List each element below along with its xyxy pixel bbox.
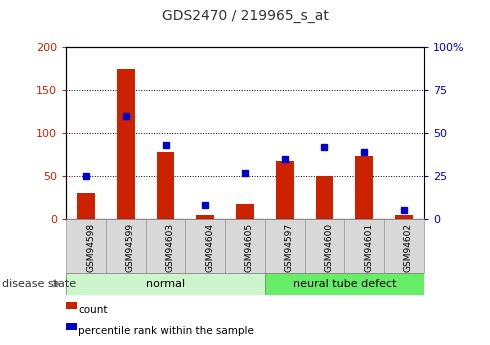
Bar	[276, 161, 294, 219]
Bar	[117, 69, 135, 219]
Text: count: count	[78, 305, 108, 315]
FancyBboxPatch shape	[265, 219, 305, 273]
FancyBboxPatch shape	[384, 219, 424, 273]
Bar	[196, 215, 214, 219]
FancyBboxPatch shape	[146, 219, 185, 273]
Text: disease state: disease state	[2, 279, 76, 289]
Text: GSM94603: GSM94603	[166, 223, 174, 273]
Text: GSM94598: GSM94598	[86, 223, 95, 273]
Text: GSM94600: GSM94600	[324, 223, 334, 273]
FancyBboxPatch shape	[185, 219, 225, 273]
FancyBboxPatch shape	[66, 219, 106, 273]
Text: GSM94604: GSM94604	[205, 223, 214, 272]
Bar	[66, 323, 77, 330]
Bar	[236, 204, 254, 219]
Bar	[77, 193, 95, 219]
Text: GSM94597: GSM94597	[285, 223, 294, 273]
Bar	[355, 156, 373, 219]
FancyBboxPatch shape	[265, 273, 424, 295]
Text: neural tube defect: neural tube defect	[293, 279, 396, 289]
Text: GSM94601: GSM94601	[364, 223, 373, 273]
Text: GSM94605: GSM94605	[245, 223, 254, 273]
FancyBboxPatch shape	[344, 219, 384, 273]
FancyBboxPatch shape	[66, 273, 265, 295]
Text: GDS2470 / 219965_s_at: GDS2470 / 219965_s_at	[162, 9, 328, 23]
FancyBboxPatch shape	[225, 219, 265, 273]
FancyBboxPatch shape	[305, 219, 344, 273]
Text: percentile rank within the sample: percentile rank within the sample	[78, 326, 254, 336]
FancyBboxPatch shape	[106, 219, 146, 273]
Bar	[316, 176, 333, 219]
Bar	[66, 302, 77, 309]
Bar	[395, 215, 413, 219]
Text: normal: normal	[146, 279, 185, 289]
Text: GSM94599: GSM94599	[126, 223, 135, 273]
Bar	[157, 152, 174, 219]
Text: GSM94602: GSM94602	[404, 223, 413, 272]
